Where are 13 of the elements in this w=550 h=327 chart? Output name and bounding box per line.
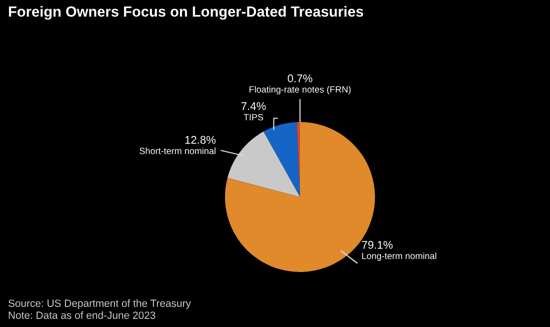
slice-label: Short-term nominal [140,148,216,154]
slice-label: Long-term nominal [362,252,436,261]
slice-label: TIPS [244,114,264,120]
data-label: 0.7% [288,74,312,82]
text: Note: Data as of end-June 2023 [8,311,156,319]
data-label: 79.1% [362,240,393,249]
data-label: 12.8% [185,136,216,144]
data-label: 7.4% [241,102,266,110]
source-note: Source: US Department of the Treasury [8,299,191,309]
chart-title: Foreign Owners Focus on Longer-Dated Treasuries [8,6,364,20]
slice-label: Floating-rate notes (FRN) [250,86,351,94]
pie-slice [263,122,300,197]
pie-slice [227,132,300,197]
